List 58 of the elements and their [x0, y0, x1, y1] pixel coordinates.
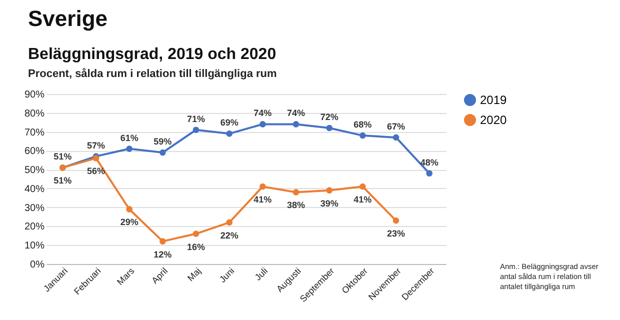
point — [360, 132, 366, 139]
data-label: 67% — [386, 121, 406, 132]
y-tick-label: 30% — [24, 202, 45, 214]
legend-label: 2019 — [480, 93, 508, 107]
y-tick-label: 10% — [24, 240, 45, 252]
point — [426, 170, 432, 176]
data-label: 72% — [320, 112, 338, 122]
data-label: 48% — [420, 157, 438, 168]
y-tick-label: 90% — [24, 90, 45, 100]
y-tick-label: 50% — [24, 165, 45, 176]
x-tick-label: Juli — [252, 266, 270, 282]
point — [292, 121, 300, 128]
point — [326, 124, 332, 132]
y-tick-label: 70% — [24, 127, 45, 138]
data-label: 41% — [254, 194, 272, 205]
point — [392, 134, 400, 141]
data-label: 38% — [286, 200, 306, 210]
data-label: 51% — [54, 176, 72, 186]
point — [326, 187, 332, 194]
point — [226, 219, 232, 226]
data-label: 74% — [254, 108, 272, 118]
legend-label: 2020 — [480, 113, 508, 127]
point — [126, 206, 132, 212]
point — [192, 126, 200, 134]
data-label: 57% — [86, 140, 106, 150]
data-label: 22% — [220, 230, 238, 240]
point — [292, 189, 300, 196]
chart-subtitle: Beläggningsgrad, 2019 och 2020 — [28, 46, 276, 64]
point — [360, 183, 366, 190]
data-label: 16% — [186, 242, 206, 252]
y-tick-label: 0% — [30, 260, 45, 270]
x-tick-label: Maj — [186, 266, 203, 284]
point — [126, 146, 132, 152]
data-label: 59% — [154, 136, 172, 147]
point — [260, 183, 266, 190]
data-label: 12% — [154, 249, 172, 260]
y-tick-label: 80% — [24, 108, 45, 120]
y-tick-label: 60% — [24, 146, 45, 158]
point — [226, 130, 232, 137]
data-label: 71% — [186, 114, 206, 124]
data-label: 51% — [54, 152, 72, 162]
point — [160, 238, 166, 244]
data-label: 29% — [120, 217, 138, 228]
data-label: 61% — [120, 132, 138, 143]
data-label: 41% — [354, 194, 372, 205]
point — [192, 230, 200, 237]
data-label: 39% — [320, 198, 338, 208]
point — [260, 121, 266, 128]
point — [160, 149, 166, 156]
point — [392, 217, 400, 224]
chart-title: Sverige — [28, 6, 108, 32]
data-label: 23% — [386, 228, 406, 239]
data-label: 68% — [354, 120, 372, 130]
y-tick-label: 20% — [24, 222, 45, 233]
data-label: 69% — [220, 118, 238, 128]
y-tick-label: 40% — [24, 184, 45, 195]
data-label: 74% — [286, 108, 306, 118]
text: Procent, sålda rum i relation till tillgängliga rum — [28, 68, 277, 80]
